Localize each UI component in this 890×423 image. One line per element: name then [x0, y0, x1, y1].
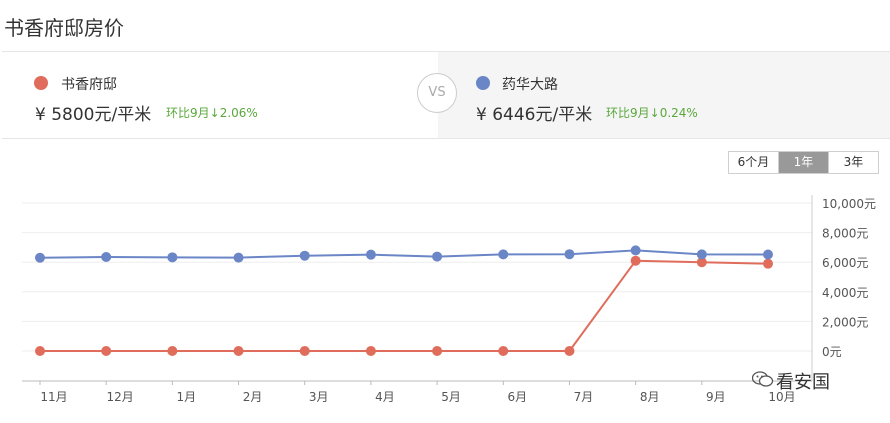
data-point	[630, 245, 641, 256]
data-point	[233, 252, 244, 263]
page-title: 书香府邸房价	[4, 16, 124, 40]
tab-3-years[interactable]: 3年	[828, 152, 878, 173]
data-point	[233, 346, 244, 356]
wechat-icon	[752, 371, 774, 387]
x-tick-label: 5月	[441, 390, 461, 404]
data-point	[101, 252, 112, 263]
data-point	[35, 346, 45, 356]
data-point	[365, 346, 376, 356]
watermark: 看安国	[776, 368, 830, 394]
watermark-text: 看安国	[776, 372, 830, 393]
series-dot-icon	[34, 76, 48, 90]
data-point	[763, 258, 773, 269]
data-point	[101, 346, 112, 356]
data-point	[432, 346, 443, 356]
tab-6-months[interactable]: 6个月	[729, 152, 778, 173]
x-tick-label: 4月	[375, 390, 395, 404]
data-point	[498, 249, 509, 260]
community-name: 书香府邸	[61, 77, 117, 93]
period-selector: 6个月 1年 3年	[728, 151, 879, 174]
x-tick-label: 7月	[574, 390, 594, 404]
data-point	[696, 257, 707, 268]
compare-left[interactable]: 书香府邸 ¥ 5800元/平米 环比9月↓2.06%	[2, 52, 438, 138]
series-line	[40, 259, 769, 352]
data-point	[630, 255, 641, 266]
month-over-month-change: 环比9月↓2.06%	[166, 106, 258, 120]
x-tick-label: 10月	[768, 390, 795, 404]
data-point	[365, 249, 376, 260]
data-point	[167, 252, 178, 263]
data-point	[763, 249, 773, 260]
data-point	[299, 250, 310, 261]
tab-1-year[interactable]: 1年	[778, 152, 828, 173]
data-point	[299, 346, 310, 356]
y-tick-label: 4,000元	[822, 286, 868, 300]
data-point	[167, 346, 178, 356]
data-point	[432, 251, 443, 262]
x-tick-label: 3月	[309, 390, 329, 404]
series-dot-icon	[476, 76, 490, 90]
data-point	[564, 346, 575, 356]
y-tick-label: 0元	[822, 345, 842, 359]
compare-right[interactable]: 药华大路 ¥ 6446元/平米 环比9月↓0.24%	[438, 52, 890, 138]
data-point	[564, 249, 575, 260]
community-name: 药华大路	[502, 77, 558, 93]
price-trend-chart: 10,000元 8,000元 6,000元 4,000元 2,000元 0元 11月 12月 1…	[22, 195, 876, 404]
y-tick-label: 6,000元	[822, 256, 868, 270]
x-tick-label: 1月	[177, 390, 197, 404]
vs-badge: VS	[417, 73, 457, 113]
x-tick-label: 8月	[640, 390, 660, 404]
x-tick-label: 12月	[107, 390, 134, 404]
data-point	[696, 249, 707, 260]
comparison-panel: 书香府邸 ¥ 5800元/平米 环比9月↓2.06% 药华大路 ¥ 6446元/…	[2, 51, 890, 139]
y-tick-label: 8,000元	[822, 227, 868, 241]
x-tick-label: 2月	[243, 390, 263, 404]
price-value: ¥ 5800元/平米	[35, 105, 152, 125]
data-point	[498, 346, 509, 356]
month-over-month-change: 环比9月↓0.24%	[606, 106, 698, 120]
x-tick-label: 11月	[40, 390, 67, 404]
series-line	[39, 249, 769, 259]
y-tick-label: 2,000元	[822, 315, 868, 329]
x-tick-label: 9月	[706, 390, 726, 404]
data-point	[35, 252, 45, 263]
x-tick-label: 6月	[507, 390, 527, 404]
price-value: ¥ 6446元/平米	[476, 105, 593, 125]
y-tick-label: 10,000元	[822, 197, 876, 211]
